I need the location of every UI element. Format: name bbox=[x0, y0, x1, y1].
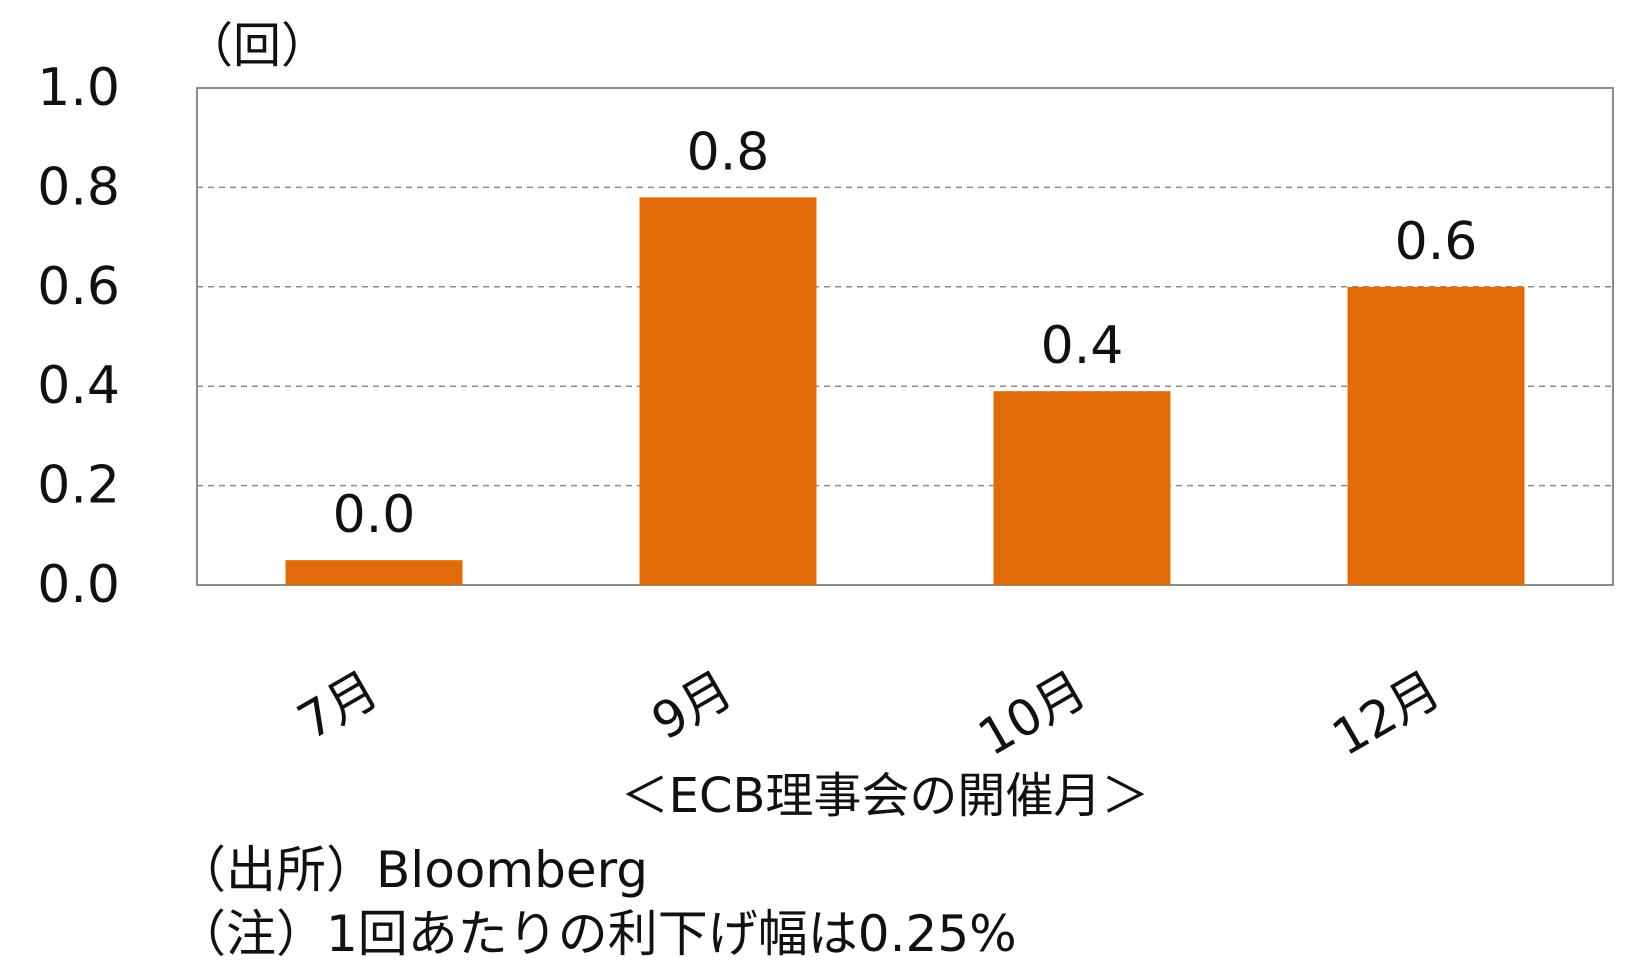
y-axis-ticks: 0.0 0.2 0.4 0.6 0.8 1.0 bbox=[37, 58, 120, 615]
y-tick-label: 0.6 bbox=[37, 257, 120, 317]
data-label: 0.0 bbox=[333, 485, 416, 545]
y-tick-label: 0.0 bbox=[37, 555, 120, 615]
bar bbox=[993, 391, 1171, 585]
x-axis-title: ＜ECB理事会の開催月＞ bbox=[621, 768, 1150, 824]
source-note: （出所）Bloomberg bbox=[176, 841, 648, 899]
y-tick-label: 0.2 bbox=[37, 456, 120, 516]
plot-area-frame bbox=[196, 87, 1614, 586]
x-axis-ticks: 7月 9月 10月 12月 bbox=[288, 660, 1450, 767]
data-labels: 0.0 0.8 0.4 0.6 bbox=[333, 122, 1478, 545]
data-label: 0.6 bbox=[1395, 212, 1478, 272]
y-tick-label: 1.0 bbox=[37, 58, 120, 118]
data-label: 0.8 bbox=[687, 122, 770, 182]
x-tick-label: 9月 bbox=[642, 660, 742, 751]
x-tick-label: 12月 bbox=[1323, 660, 1450, 767]
x-tick-label: 7月 bbox=[288, 660, 388, 751]
bar bbox=[285, 560, 463, 585]
y-tick-label: 0.8 bbox=[37, 157, 120, 217]
x-tick-label: 10月 bbox=[969, 660, 1096, 767]
footnote: （注）1回あたりの利下げ幅は0.25% bbox=[176, 905, 1017, 963]
bar bbox=[1347, 286, 1525, 585]
bar bbox=[639, 197, 817, 585]
y-tick-label: 0.4 bbox=[37, 356, 120, 416]
bars bbox=[285, 197, 1525, 585]
data-label: 0.4 bbox=[1041, 316, 1124, 376]
y-unit-label: （回） bbox=[185, 18, 329, 74]
